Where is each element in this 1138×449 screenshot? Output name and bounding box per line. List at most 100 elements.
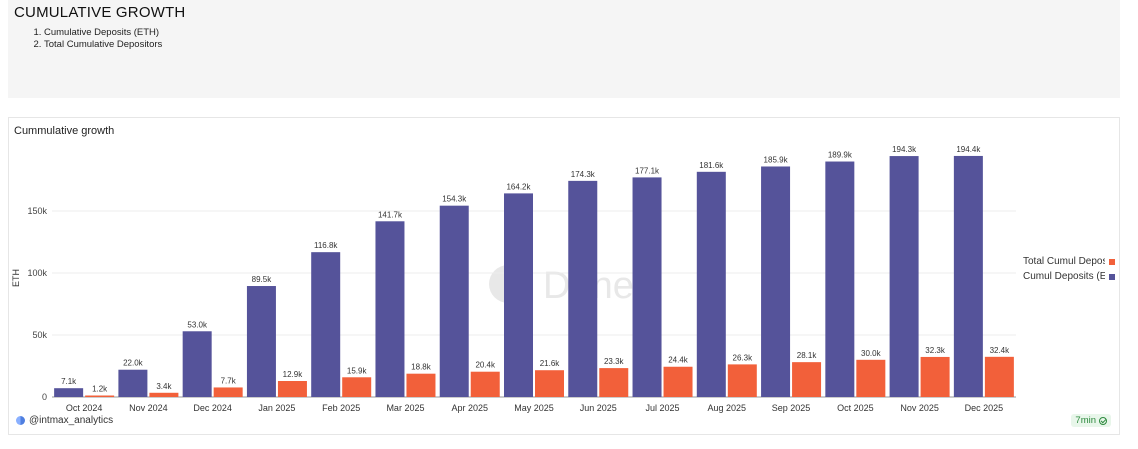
x-tick-label: Jul 2025 bbox=[646, 403, 680, 413]
x-tick-label: Nov 2024 bbox=[129, 403, 168, 413]
data-label-depositors: 30.0k bbox=[861, 349, 882, 358]
bar-depositors bbox=[727, 364, 757, 397]
legend-label-deposits: Cumul Deposits (E bbox=[1023, 271, 1105, 282]
bar-depositors bbox=[149, 392, 179, 397]
data-label-deposits: 53.0k bbox=[187, 320, 208, 329]
data-label-deposits: 89.5k bbox=[252, 275, 273, 284]
x-tick-label: Mar 2025 bbox=[386, 403, 424, 413]
bar-depositors bbox=[470, 371, 500, 397]
data-label-depositors: 32.4k bbox=[990, 346, 1011, 355]
page-title: CUMULATIVE GROWTH bbox=[14, 4, 186, 21]
bar-depositors bbox=[663, 366, 693, 397]
data-label-deposits: 22.0k bbox=[123, 359, 144, 368]
x-tick-label: Apr 2025 bbox=[451, 403, 488, 413]
bar-depositors bbox=[406, 373, 436, 397]
refresh-age-badge[interactable]: 7min bbox=[1071, 414, 1111, 427]
bar-deposits bbox=[182, 331, 212, 397]
author-link[interactable]: @intmax_analytics bbox=[16, 415, 113, 426]
metric-item-depositors: Total Cumulative Depositors bbox=[44, 39, 1114, 51]
y-tick-label: 100k bbox=[27, 268, 47, 278]
data-label-depositors: 24.4k bbox=[668, 356, 689, 365]
x-tick-label: Sep 2025 bbox=[772, 403, 811, 413]
data-label-deposits: 154.3k bbox=[442, 195, 467, 204]
bar-depositors bbox=[342, 377, 372, 397]
bar-deposits bbox=[246, 286, 276, 397]
x-tick-label: Jan 2025 bbox=[258, 403, 295, 413]
check-circle-icon bbox=[1099, 416, 1107, 425]
legend-item-deposits[interactable]: Cumul Deposits (E bbox=[1023, 269, 1117, 284]
data-label-deposits: 141.7k bbox=[378, 210, 403, 219]
bar-deposits bbox=[568, 180, 598, 397]
legend-swatch-deposits bbox=[1109, 273, 1115, 280]
x-tick-label: May 2025 bbox=[514, 403, 554, 413]
bar-deposits bbox=[439, 205, 469, 397]
data-label-depositors: 3.4k bbox=[156, 382, 172, 391]
text-panel: CUMULATIVE GROWTH Cumulative Deposits (E… bbox=[8, 0, 1120, 98]
bar-depositors bbox=[599, 368, 629, 397]
x-tick-label: Oct 2024 bbox=[66, 403, 103, 413]
data-label-deposits: 116.8k bbox=[314, 241, 338, 250]
x-tick-label: Aug 2025 bbox=[708, 403, 747, 413]
data-label-deposits: 194.3k bbox=[892, 145, 917, 154]
user-avatar-icon bbox=[16, 416, 25, 425]
x-tick-label: Nov 2025 bbox=[900, 403, 939, 413]
data-label-deposits: 174.3k bbox=[571, 170, 596, 179]
data-label-depositors: 20.4k bbox=[475, 361, 496, 370]
data-label-depositors: 18.8k bbox=[411, 363, 432, 372]
y-tick-label: 150k bbox=[27, 206, 47, 216]
data-label-deposits: 7.1k bbox=[61, 377, 77, 386]
data-label-deposits: 164.2k bbox=[506, 182, 531, 191]
bar-deposits bbox=[311, 252, 341, 397]
bar-depositors bbox=[792, 362, 822, 397]
legend: Total Cumul Depos Cumul Deposits (E bbox=[1023, 254, 1117, 284]
bar-deposits bbox=[54, 388, 84, 397]
bar-deposits bbox=[825, 161, 855, 397]
y-axis-label: ETH bbox=[11, 269, 21, 287]
x-tick-label: Dec 2025 bbox=[965, 403, 1004, 413]
x-tick-label: Jun 2025 bbox=[580, 403, 617, 413]
y-tick-label: 0 bbox=[42, 392, 47, 402]
data-label-depositors: 26.3k bbox=[733, 353, 754, 362]
data-label-depositors: 23.3k bbox=[604, 357, 625, 366]
data-label-deposits: 181.6k bbox=[699, 161, 724, 170]
legend-label-depositors: Total Cumul Depos bbox=[1023, 256, 1105, 267]
bar-depositors bbox=[213, 387, 243, 397]
bar-depositors bbox=[984, 356, 1014, 397]
chart-title: Cummulative growth bbox=[14, 125, 115, 137]
data-label-depositors: 12.9k bbox=[283, 370, 304, 379]
metric-list: Cumulative Deposits (ETH) Total Cumulati… bbox=[14, 27, 1114, 51]
bar-deposits bbox=[118, 369, 148, 397]
data-label-deposits: 185.9k bbox=[764, 155, 789, 164]
bar-deposits bbox=[375, 221, 405, 397]
y-tick-label: 50k bbox=[32, 330, 47, 340]
bar-depositors bbox=[856, 359, 886, 397]
data-label-depositors: 15.9k bbox=[347, 366, 368, 375]
bar-deposits bbox=[504, 193, 533, 397]
data-label-deposits: 194.4k bbox=[956, 145, 981, 154]
refresh-age-text: 7min bbox=[1075, 415, 1096, 426]
data-label-depositors: 28.1k bbox=[797, 351, 818, 360]
data-label-depositors: 1.2k bbox=[92, 385, 108, 394]
data-label-depositors: 21.6k bbox=[540, 359, 561, 368]
bar-depositors bbox=[920, 356, 950, 397]
bar-depositors bbox=[277, 381, 307, 397]
bar-depositors bbox=[85, 395, 115, 397]
bar-deposits bbox=[953, 155, 983, 397]
data-label-depositors: 32.3k bbox=[925, 346, 946, 355]
x-tick-label: Dec 2024 bbox=[193, 403, 232, 413]
data-label-deposits: 177.1k bbox=[635, 166, 660, 175]
legend-swatch-depositors bbox=[1109, 258, 1115, 265]
x-tick-label: Oct 2025 bbox=[837, 403, 874, 413]
legend-item-depositors[interactable]: Total Cumul Depos bbox=[1023, 254, 1117, 269]
bar-deposits bbox=[632, 177, 662, 397]
data-label-deposits: 189.9k bbox=[828, 151, 853, 160]
bar-deposits bbox=[761, 166, 791, 397]
bar-depositors bbox=[535, 370, 564, 397]
author-name: @intmax_analytics bbox=[29, 415, 114, 426]
bar-deposits bbox=[889, 156, 919, 397]
bar-deposits bbox=[696, 171, 726, 397]
data-label-depositors: 7.7k bbox=[221, 376, 237, 385]
x-tick-label: Feb 2025 bbox=[322, 403, 360, 413]
